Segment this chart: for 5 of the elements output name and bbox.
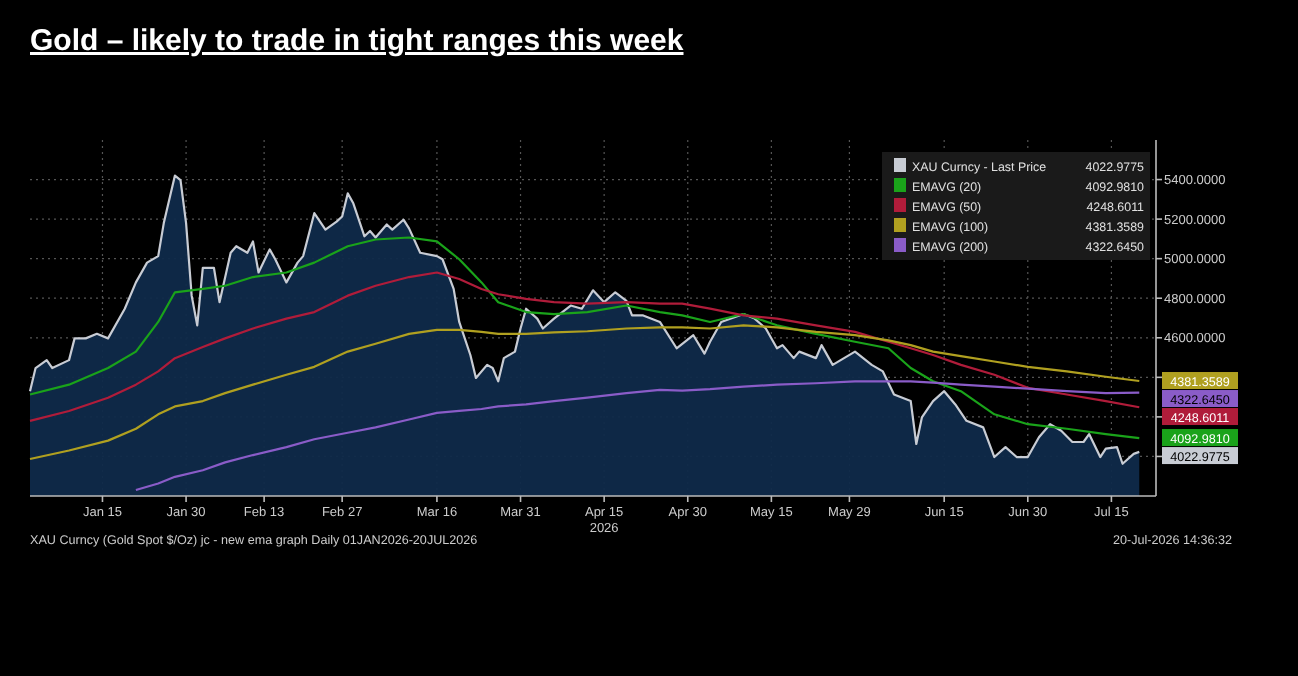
chart-title: Gold – likely to trade in tight ranges this week — [30, 24, 685, 58]
line-series — [28, 236, 1141, 440]
line-series — [28, 324, 1141, 461]
line-series — [28, 271, 1141, 422]
line-series — [134, 380, 1141, 492]
